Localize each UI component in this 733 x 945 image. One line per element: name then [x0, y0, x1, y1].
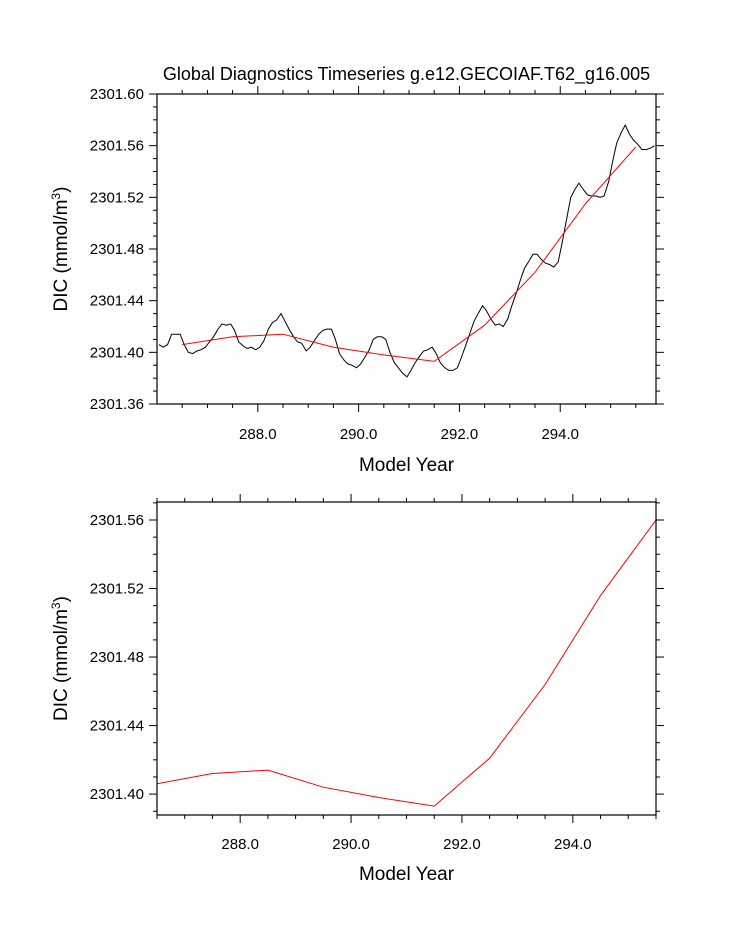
y-axis-label: DIC (mmol/m3) — [49, 187, 72, 312]
y-axis-label-main: DIC (mmol/m — [51, 200, 72, 312]
y-axis-label-tail: ) — [51, 187, 72, 193]
x-tick-label: 288.0 — [221, 836, 259, 853]
y-tick-label: 2301.56 — [90, 138, 144, 155]
series-line-1 — [182, 146, 637, 362]
y-tick-label: 2301.56 — [90, 512, 144, 529]
y-tick-label: 2301.48 — [90, 241, 144, 258]
x-tick-label: 290.0 — [332, 836, 370, 853]
y-tick-label: 2301.36 — [90, 396, 144, 413]
x-axis-label: Model Year — [359, 864, 455, 885]
series-line-0 — [158, 123, 655, 378]
x-tick-label: 290.0 — [340, 426, 378, 443]
x-tick-label: 288.0 — [239, 426, 277, 443]
chart-bottom: 288.0 290.0 292.0 294.0 2301.40 2301.44 2301.4… — [49, 494, 664, 885]
plot-frame — [156, 501, 657, 816]
x-tick-label: 292.0 — [441, 426, 479, 443]
y-axis-label-tail: ) — [51, 596, 72, 602]
y-axis-label-main: DIC (mmol/m — [51, 609, 72, 721]
chart-title: Global Diagnostics Timeseries g.e12.GECO… — [163, 64, 650, 85]
x-axis-label: Model Year — [359, 455, 455, 476]
y-axis-label-sup: 3 — [49, 602, 63, 609]
y-tick-label: 2301.48 — [90, 649, 144, 666]
y-tick-label: 2301.40 — [90, 344, 144, 361]
y-tick-label: 2301.52 — [90, 189, 144, 206]
x-tick-label: 294.0 — [554, 836, 592, 853]
y-axis-label: DIC (mmol/m3) — [49, 596, 72, 721]
y-tick-label: 2301.52 — [90, 581, 144, 598]
series-line-0 — [157, 519, 656, 807]
y-tick-label: 2301.40 — [90, 786, 144, 803]
x-tick-label: 292.0 — [443, 836, 481, 853]
y-axis-label-sup: 3 — [49, 193, 63, 200]
y-tick-label: 2301.60 — [90, 86, 144, 103]
y-tick-label: 2301.44 — [90, 718, 144, 735]
y-tick-label: 2301.44 — [90, 293, 144, 310]
x-tick-label: 294.0 — [541, 426, 579, 443]
chart-top: Global Diagnostics Timeseries g.e12.GECO… — [49, 64, 664, 476]
